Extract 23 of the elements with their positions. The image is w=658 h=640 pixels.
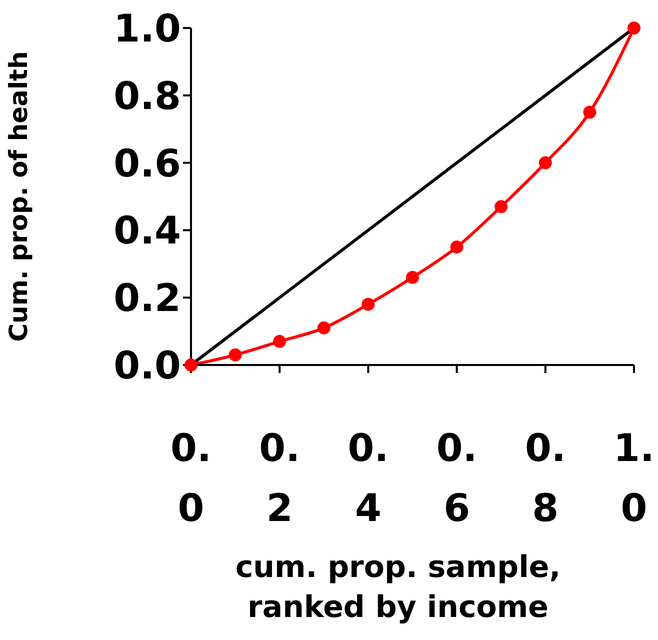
- y-tick-label: 0.2: [114, 276, 181, 320]
- point: [538, 156, 552, 170]
- point: [317, 321, 330, 334]
- x-tick-label: 1.0: [614, 426, 654, 530]
- x-axis-title: cum. prop. sample, ranked by income: [234, 549, 562, 627]
- y-tick-label: 0.0: [114, 343, 181, 388]
- y-axis-title: Cum. prop. of health: [4, 51, 33, 342]
- point: [583, 106, 596, 119]
- point: [450, 240, 464, 254]
- point: [362, 298, 375, 311]
- y-tick-label: 0.4: [114, 208, 181, 253]
- point: [406, 270, 419, 284]
- x-tick-label: 0.4: [348, 426, 389, 530]
- x-tick-label: 0.8: [524, 426, 566, 530]
- point: [228, 348, 242, 362]
- y-tick-label: 0.6: [114, 141, 181, 186]
- x-tick-label: 0.6: [436, 426, 478, 530]
- y-tick-label: 1.0: [114, 6, 181, 50]
- point: [628, 22, 640, 34]
- x-tick-label: 0.2: [259, 426, 300, 530]
- point: [494, 200, 508, 214]
- y-tick-label: 0.8: [114, 74, 181, 118]
- point: [273, 334, 286, 348]
